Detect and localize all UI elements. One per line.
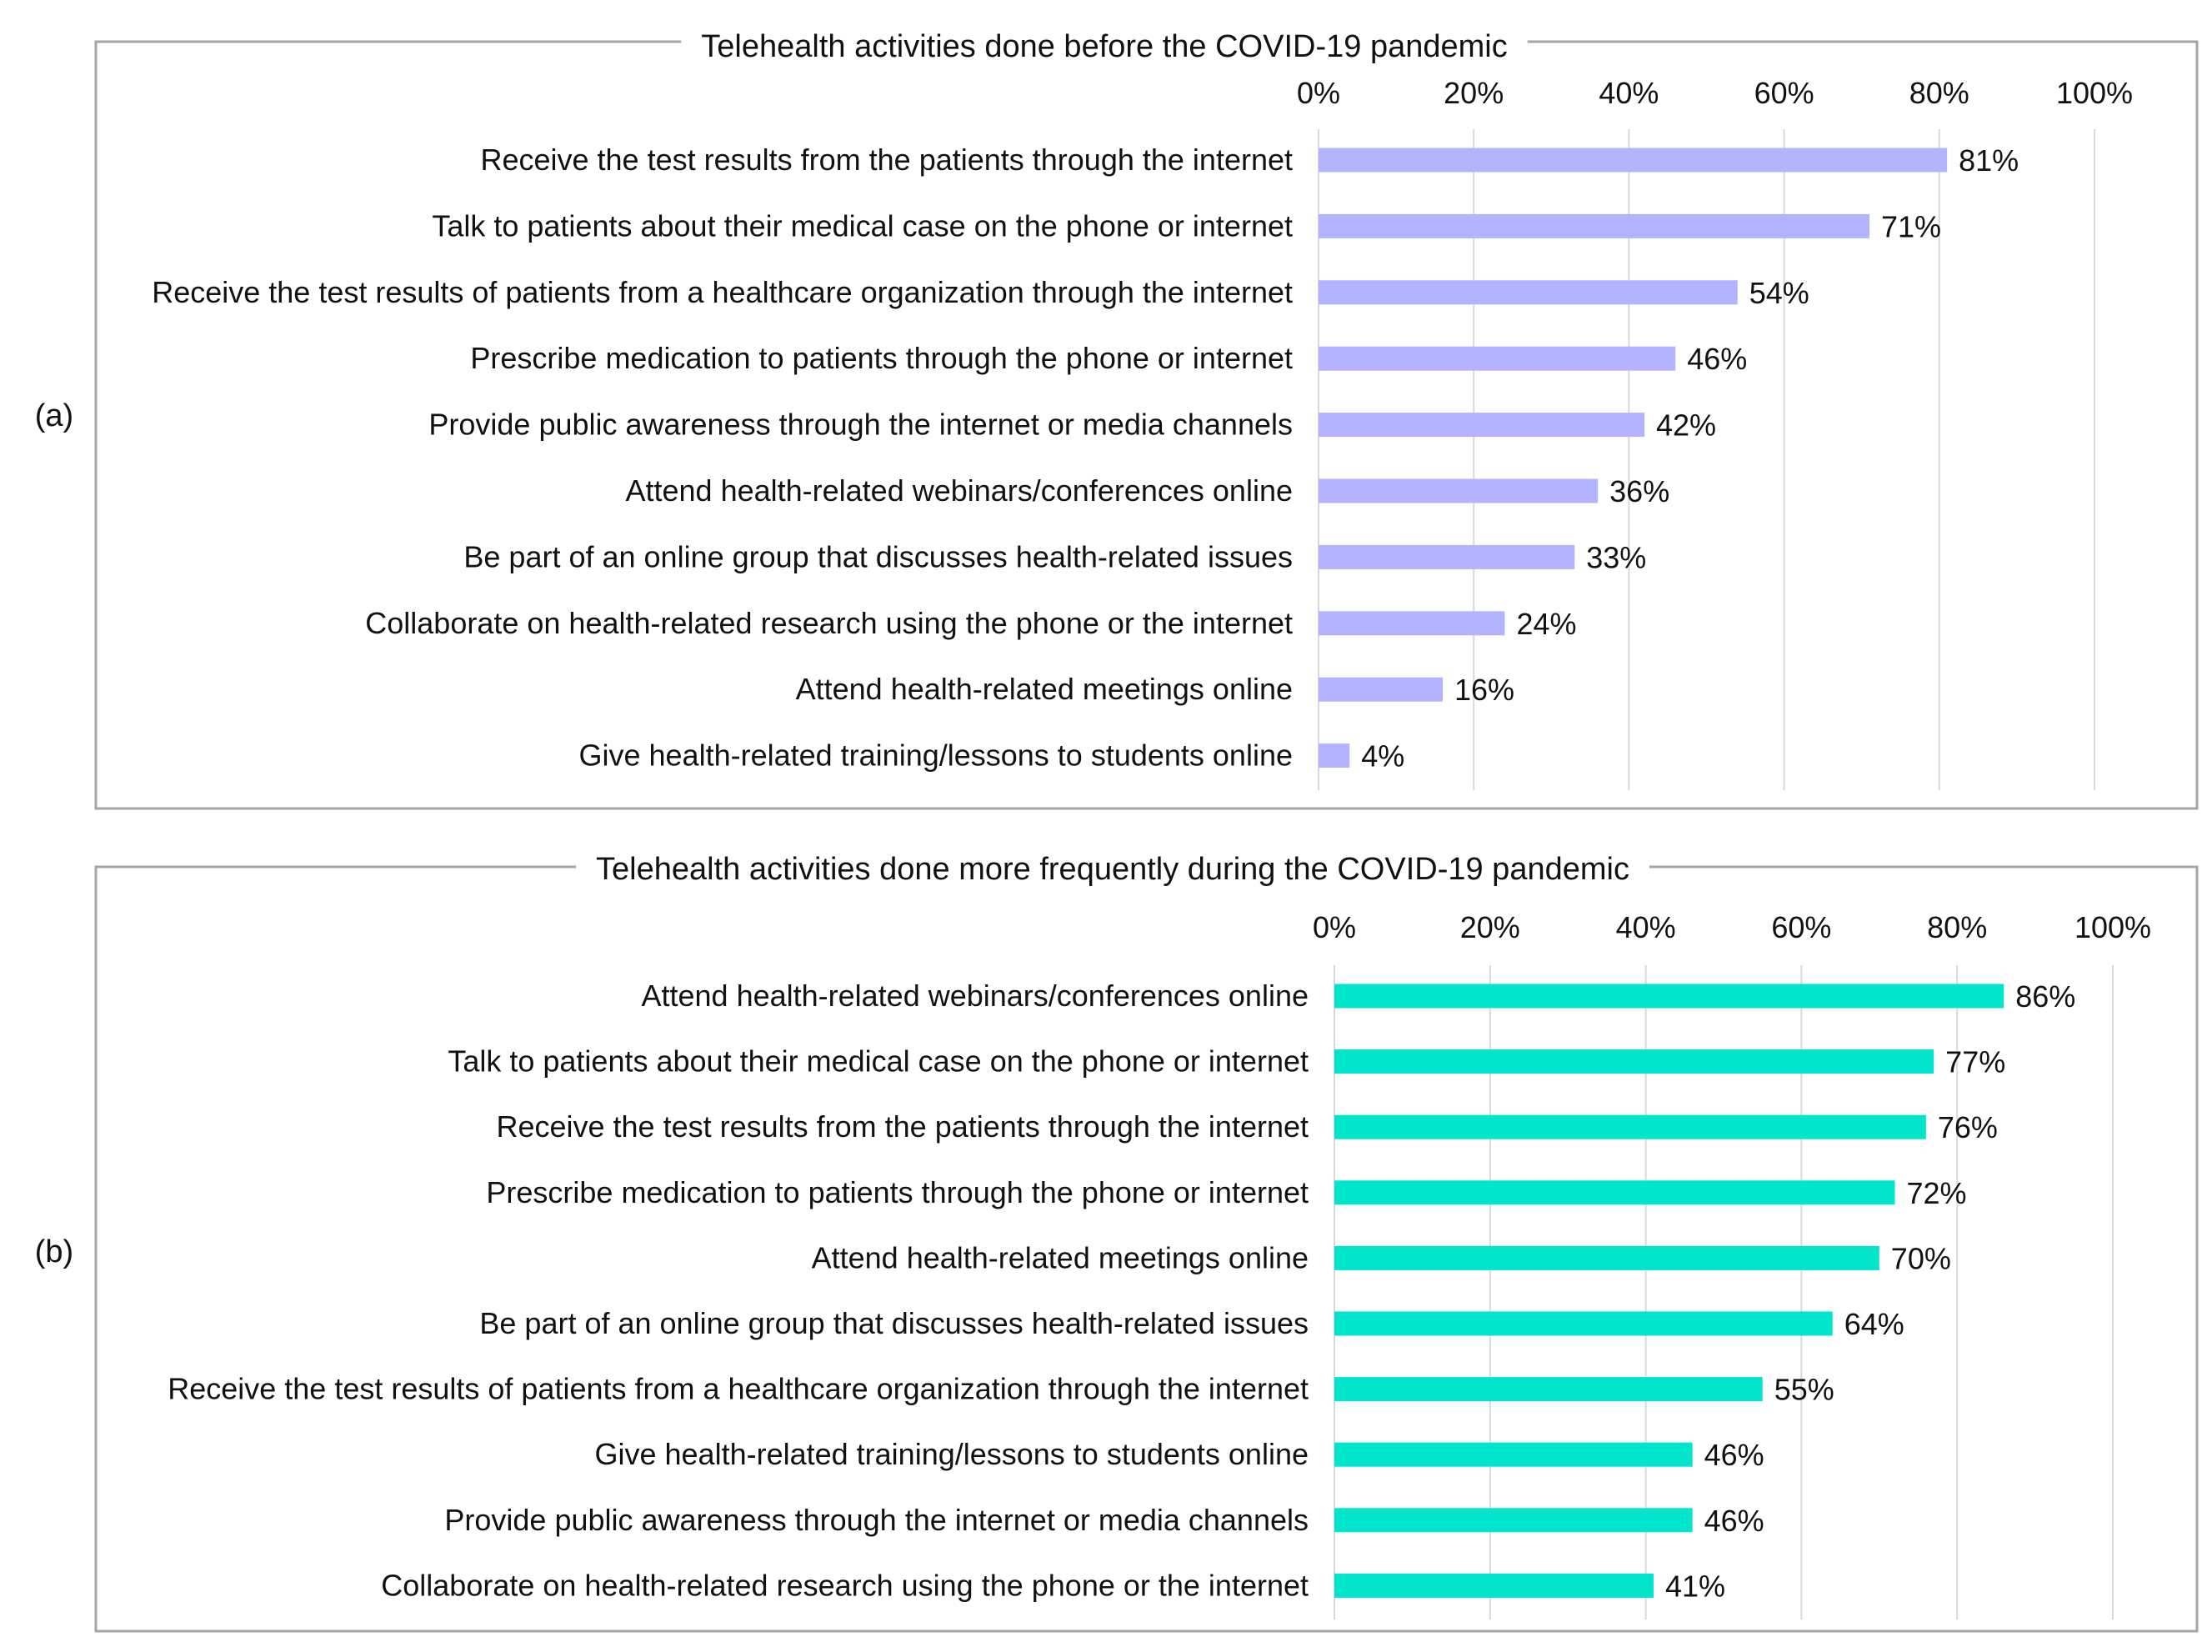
chart-b-category-label: Attend health-related webinars/conferenc… [641,979,1309,1013]
chart-a-bar [1319,148,1948,173]
chart-a-data-label: 54% [1749,276,1809,310]
chart-a-data-label: 81% [1959,143,2019,178]
chart-a-tick-label: 60% [1754,76,1814,110]
chart-a-title: Telehealth activities done before the CO… [701,29,1507,64]
chart-b-bar [1334,1245,1879,1270]
chart-a-data-label: 36% [1609,474,1669,508]
chart-a-bar [1319,280,1738,305]
chart-b-tick-label: 20% [1460,910,1520,944]
chart-b-data-label: 46% [1704,1438,1764,1472]
chart-b-title-background [576,850,1649,889]
chart-a-category-label: Prescribe medication to patients through… [470,341,1293,375]
chart-b-category-label: Be part of an online group that discusse… [479,1306,1309,1340]
chart-b-bar [1334,1114,1926,1139]
chart-b-data-label: 86% [2015,979,2075,1014]
chart-b-category-label: Attend health-related meetings online [812,1240,1309,1274]
chart-a-bar [1319,413,1645,438]
chart-b-data-label: 46% [1704,1504,1764,1538]
chart-a-category-label: Attend health-related meetings online [796,672,1293,706]
chart-a-data-label: 24% [1516,607,1576,641]
chart-b-category-label: Prescribe medication to patients through… [486,1175,1309,1209]
chart-a-data-label: 4% [1361,739,1404,773]
chart-b-title: Telehealth activities done more frequent… [596,852,1629,887]
chart-a-tick-label: 80% [1909,76,1969,110]
chart-b-bar [1334,1442,1693,1467]
chart-b-data-label: 64% [1844,1307,1904,1341]
chart-a-category-label: Collaborate on health-related research u… [365,606,1293,640]
chart-b-tick-label: 80% [1927,910,1987,944]
chart-b-tick-label: 40% [1616,910,1676,944]
chart-a-title-background [681,28,1528,66]
chart-b-category-label: Give health-related training/lessons to … [594,1437,1309,1471]
chart-a-category-label: Give health-related training/lessons to … [578,738,1293,773]
chart-b-tick-label: 60% [1771,910,1831,944]
chart-a-bar [1319,213,1870,238]
chart-b-data-label: 55% [1774,1373,1834,1407]
chart-a-data-label: 42% [1656,408,1716,443]
chart-a-data-label: 16% [1454,673,1514,707]
chart-a-tick-label: 20% [1444,76,1504,110]
chart-a-bar [1319,743,1350,768]
chart-b-bar [1334,1311,1833,1336]
chart-a-category-label: Receive the test results from the patien… [480,143,1293,177]
chart-b-data-label: 72% [1906,1176,1966,1210]
chart-b-data-label: 77% [1945,1045,2005,1079]
chart-a-tick-label: 40% [1599,76,1659,110]
chart-b-category-label: Provide public awareness through the int… [444,1503,1309,1537]
chart-a-bar [1319,677,1443,702]
chart-b-tick-label: 100% [2074,910,2151,944]
chart-a-category-label: Be part of an online group that discusse… [463,539,1293,573]
chart-a-bar [1319,478,1599,503]
chart-a-tick-label: 0% [1297,76,1340,110]
chart-a-bar [1319,346,1676,371]
chart-a-bar [1319,611,1505,636]
panel-b-letter: (b) [34,1234,74,1269]
chart-a-category-label: Receive the test results of patients fro… [152,275,1293,309]
chart-a-data-label: 46% [1687,342,1747,376]
chart-a-category-label: Attend health-related webinars/conferenc… [625,473,1293,508]
chart-b-category-label: Receive the test results from the patien… [496,1109,1309,1144]
chart-b-bar [1334,1377,1763,1402]
chart-b-bar [1334,1573,1654,1598]
chart-a-category-label: Talk to patients about their medical cas… [432,208,1293,243]
chart-b-data-label: 70% [1891,1241,1951,1275]
chart-b-tick-label: 0% [1313,910,1356,944]
chart-a-tick-label: 100% [2056,76,2133,110]
chart-b-bar [1334,1180,1895,1205]
chart-b-data-label: 41% [1665,1569,1725,1603]
chart-a-category-label: Provide public awareness through the int… [428,408,1293,442]
chart-a-bar [1319,544,1575,569]
chart-b-category-label: Talk to patients about their medical cas… [448,1044,1309,1079]
chart-b-bar [1334,1049,1934,1074]
chart-b-category-label: Collaborate on health-related research u… [381,1568,1309,1602]
chart-a-data-label: 33% [1586,540,1646,574]
panel-a-letter: (a) [34,398,74,433]
chart-b-bar [1334,984,2004,1009]
chart-b-category-label: Receive the test results of patients fro… [168,1372,1309,1406]
chart-a-data-label: 71% [1881,209,1941,243]
chart-b-data-label: 76% [1938,1110,1998,1144]
chart-b-bar [1334,1508,1693,1533]
